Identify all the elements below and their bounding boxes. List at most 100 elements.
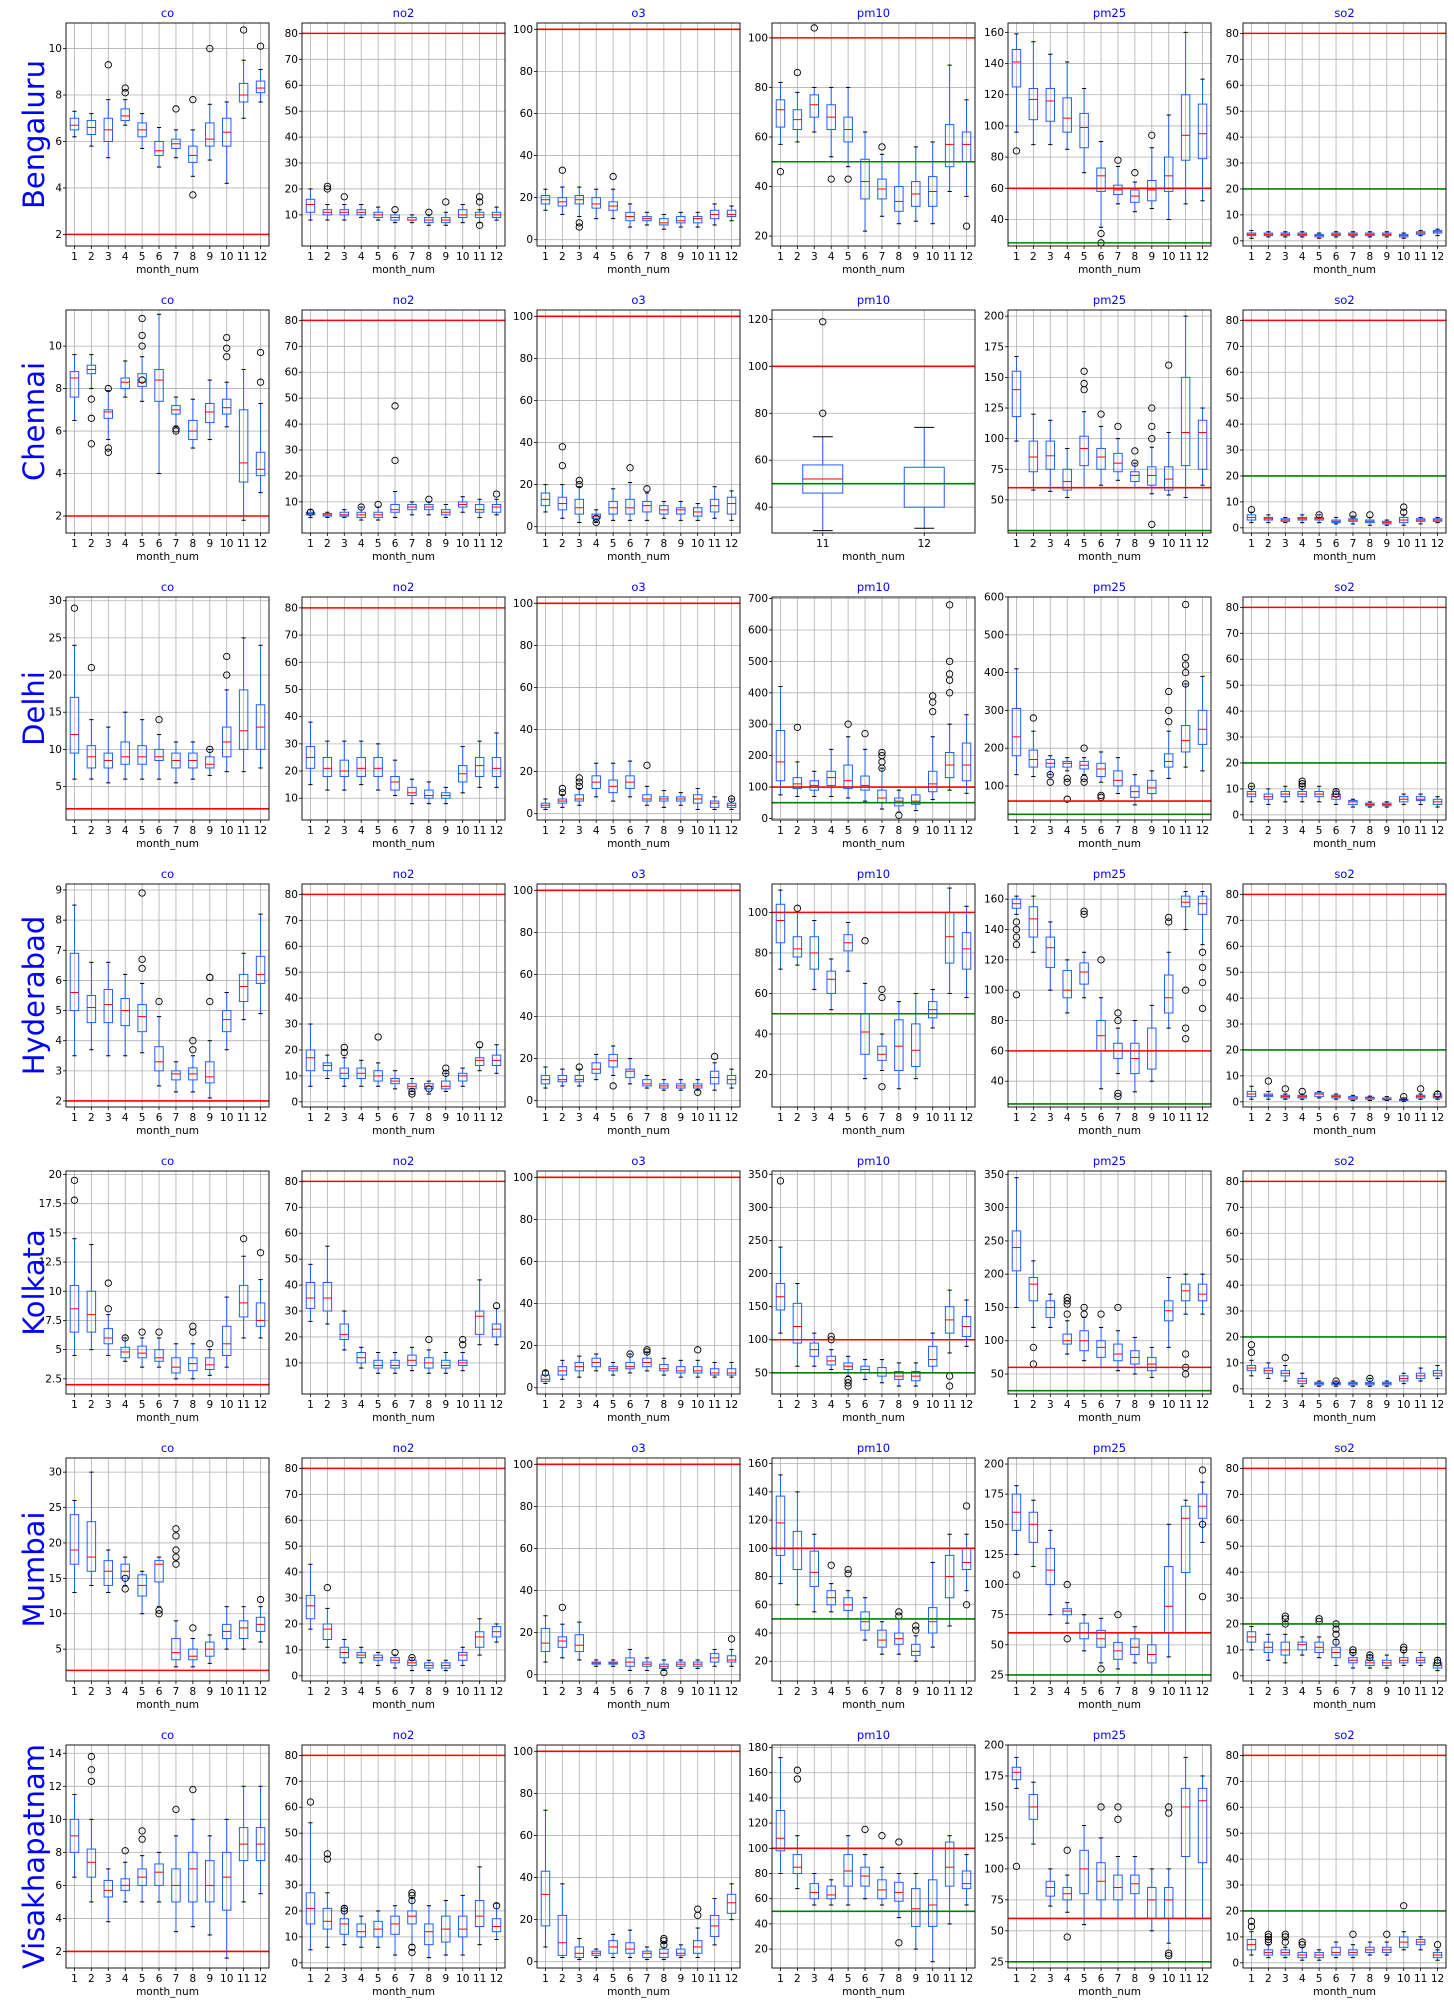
box <box>1163 753 1174 768</box>
box <box>1180 94 1191 161</box>
outlier-point <box>558 789 567 797</box>
box <box>69 371 80 398</box>
box <box>305 1282 316 1309</box>
x-tick-label: 5 <box>139 1112 146 1124</box>
y-tick-label: 10 <box>285 1357 298 1369</box>
outlier-point <box>1332 787 1340 796</box>
box <box>574 498 585 515</box>
box <box>1180 1505 1191 1574</box>
x-tick-label: 10 <box>691 1399 704 1411</box>
x-tick-label: 10 <box>926 825 939 837</box>
x-tick-label: 5 <box>375 1686 382 1698</box>
box <box>709 800 720 808</box>
x-tick-label: 7 <box>173 1399 180 1411</box>
box <box>911 1643 921 1657</box>
x-tick-label: 8 <box>1132 538 1139 550</box>
x-tick-label: 3 <box>576 1686 583 1698</box>
x-tick-label: 1 <box>1248 1399 1255 1411</box>
x-tick-label: 1 <box>777 251 784 263</box>
outlier-point <box>121 1334 129 1342</box>
subplot-title: co <box>161 580 174 594</box>
x-tick-label: 3 <box>105 825 112 837</box>
x-tick-label: 8 <box>426 1686 433 1698</box>
outlier-point <box>155 716 163 724</box>
y-tick-label: 100 <box>984 433 1004 445</box>
outlier-point <box>189 96 197 104</box>
x-tick-label: 12 <box>490 825 503 837</box>
x-tick-label: 2 <box>88 1112 95 1124</box>
axes-frame <box>771 883 976 1108</box>
box <box>1011 370 1022 418</box>
x-tick-label: 11 <box>708 538 721 550</box>
outlier-point <box>878 143 886 151</box>
x-tick-label: 10 <box>456 251 469 263</box>
outlier-point <box>87 663 96 672</box>
outlier-point <box>172 105 180 113</box>
x-tick-label: 8 <box>426 1399 433 1411</box>
outlier-point <box>1198 1466 1207 1474</box>
box <box>642 794 652 802</box>
x-tick-label: 12 <box>960 1112 973 1124</box>
subplot-title: pm25 <box>1093 1441 1126 1455</box>
x-tick-label: 5 <box>1316 538 1323 550</box>
y-tick-label: 400 <box>984 667 1004 679</box>
box <box>188 1357 198 1372</box>
box <box>205 756 215 769</box>
x-axis-label: month_num <box>372 1699 435 1711</box>
y-tick-label: 60 <box>520 1543 533 1555</box>
x-tick-label: 7 <box>1350 251 1357 263</box>
outlier-point <box>138 342 146 350</box>
y-tick-label: 120 <box>748 314 768 326</box>
x-tick-label: 2 <box>88 825 95 837</box>
x-tick-label: 10 <box>1397 1399 1410 1411</box>
outlier-point <box>1080 910 1088 918</box>
y-tick-label: 30 <box>285 1306 298 1318</box>
box <box>474 756 485 777</box>
box <box>1096 1340 1106 1358</box>
y-tick-label: 140 <box>984 924 1004 936</box>
box <box>1045 1300 1056 1318</box>
x-tick-label: 8 <box>190 1112 197 1124</box>
outlier-point <box>408 1090 416 1098</box>
y-tick-label: 60 <box>520 395 533 407</box>
outlier-point <box>1198 1592 1207 1601</box>
x-tick-label: 6 <box>1098 538 1105 550</box>
y-tick-label: 200 <box>984 1459 1004 1471</box>
box <box>1011 1230 1022 1272</box>
box <box>574 1634 585 1653</box>
subplot-title: co <box>161 1441 174 1455</box>
x-tick-label: 4 <box>593 825 600 837</box>
box <box>474 1057 485 1067</box>
axes-frame <box>301 1457 506 1682</box>
outlier-point <box>861 729 869 738</box>
x-tick-label: 6 <box>156 251 163 263</box>
x-tick-label: 5 <box>139 825 146 837</box>
y-tick-label: 30 <box>1226 445 1239 457</box>
box <box>927 1345 938 1367</box>
outlier-point <box>1097 410 1105 418</box>
x-tick-label: 9 <box>442 825 449 837</box>
y-tick-label: 600 <box>984 592 1004 604</box>
y-tick-label: 80 <box>520 1214 533 1226</box>
x-tick-label: 8 <box>426 825 433 837</box>
y-tick-label: 20 <box>755 1069 768 1081</box>
subplot-title: so2 <box>1334 1154 1354 1168</box>
x-tick-label: 8 <box>661 251 668 263</box>
y-tick-label: 70 <box>1226 628 1239 640</box>
x-tick-label: 6 <box>862 1399 869 1411</box>
y-tick-label: 60 <box>285 657 298 669</box>
y-tick-label: 70 <box>285 915 298 927</box>
outlier-point <box>575 1063 583 1071</box>
box <box>1147 1027 1157 1070</box>
axes-frame <box>1007 309 1212 534</box>
x-tick-label: 7 <box>173 538 180 550</box>
x-tick-label: 12 <box>1431 1112 1444 1124</box>
y-tick-label: 100 <box>984 780 1004 792</box>
outlier-point <box>425 1335 433 1344</box>
outlier-point <box>1298 782 1306 790</box>
x-tick-label: 2 <box>1265 1399 1272 1411</box>
axes-frame <box>771 1457 976 1682</box>
